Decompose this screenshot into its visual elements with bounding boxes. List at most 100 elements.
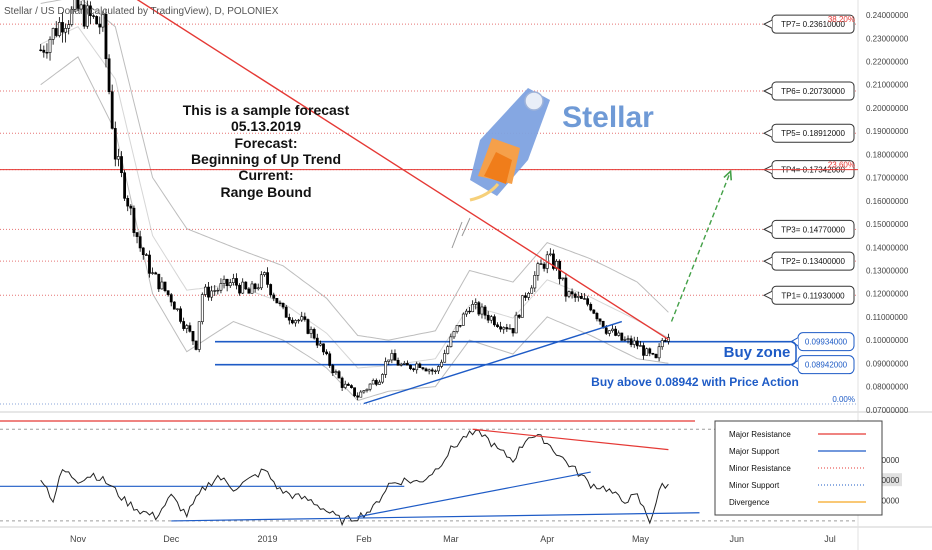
- candle: [405, 360, 409, 366]
- candle-body: [381, 374, 384, 383]
- candle: [126, 195, 130, 212]
- candle-body: [617, 332, 621, 336]
- candle: [548, 248, 552, 257]
- candle-body: [334, 371, 338, 374]
- candle-body: [129, 205, 133, 209]
- buy-zone-bracket: [789, 340, 797, 366]
- candle: [39, 44, 43, 52]
- candle: [514, 311, 518, 334]
- candle-body: [421, 367, 425, 370]
- price-tick-label: 0.22000000: [866, 58, 909, 67]
- fib-level-label: 0.00%: [832, 395, 855, 404]
- candle: [505, 323, 509, 333]
- candle-body: [151, 272, 154, 274]
- candle-body: [42, 49, 46, 53]
- candle: [235, 273, 238, 290]
- candle-body: [343, 383, 347, 388]
- candle: [427, 368, 431, 375]
- candle: [89, 1, 92, 25]
- candle: [390, 349, 394, 364]
- time-tick-label: Jun: [730, 534, 745, 544]
- target-label-text: TP2= 0.13400000: [781, 257, 845, 266]
- oscillator-tick-label: 60.00000: [866, 456, 900, 465]
- candle-body: [45, 52, 49, 54]
- candle: [660, 337, 664, 350]
- candle: [42, 45, 46, 58]
- candle: [421, 367, 425, 371]
- candle-body: [449, 336, 453, 347]
- candle: [281, 302, 285, 310]
- candle-body: [427, 369, 431, 372]
- candle-body: [163, 281, 167, 291]
- candle-body: [511, 328, 515, 334]
- candle: [231, 273, 235, 286]
- candle-body: [70, 9, 74, 25]
- candle-body: [437, 366, 440, 372]
- candle-body: [440, 361, 443, 367]
- candle-body: [263, 272, 266, 276]
- stellar-logo-text: Stellar: [562, 101, 654, 134]
- buy-zone-upper-value: 0.09934000: [805, 338, 848, 347]
- candle: [517, 314, 521, 319]
- candle-body: [589, 304, 593, 311]
- candle-body: [443, 353, 447, 363]
- candle: [275, 298, 279, 304]
- candle-body: [399, 364, 403, 366]
- candle: [110, 84, 114, 130]
- candle-body: [287, 317, 291, 321]
- candle: [67, 20, 71, 35]
- candle-body: [390, 353, 394, 361]
- candle-body: [359, 391, 363, 398]
- oscillator-support-trendline: [357, 471, 591, 518]
- candle: [188, 322, 192, 333]
- target-label-pointer: [762, 86, 773, 96]
- candle-body: [614, 328, 617, 336]
- candle: [166, 290, 170, 297]
- candle-body: [303, 316, 307, 320]
- candle: [350, 384, 353, 389]
- candle: [73, 0, 77, 12]
- candle: [306, 318, 310, 335]
- candle-body: [393, 353, 397, 361]
- price-tick-label: 0.11000000: [866, 313, 908, 322]
- candle-body: [567, 291, 571, 297]
- candle: [210, 285, 214, 301]
- candle: [179, 306, 182, 324]
- candle-body: [244, 281, 248, 290]
- candle: [104, 9, 108, 68]
- buy-zone-lower-value: 0.08942000: [805, 361, 848, 370]
- candle: [266, 267, 269, 288]
- candle: [250, 280, 254, 294]
- candle: [592, 309, 596, 315]
- candle: [396, 357, 400, 366]
- candle-body: [576, 296, 580, 298]
- target-label-1: TP1= 0.11930000: [762, 285, 855, 305]
- candle: [116, 148, 120, 167]
- candle: [424, 367, 428, 372]
- annotation-line-4: Beginning of Up Trend: [191, 151, 341, 167]
- candle-body: [73, 0, 77, 10]
- candle: [573, 292, 577, 302]
- candle-body: [654, 353, 658, 359]
- candle-body: [188, 325, 192, 332]
- candle: [465, 308, 468, 317]
- candle-body: [67, 24, 71, 29]
- candle-body: [179, 308, 182, 322]
- candle: [157, 273, 161, 292]
- candle: [309, 326, 313, 339]
- candle: [567, 290, 571, 299]
- candle-body: [496, 324, 499, 327]
- candle-body: [222, 278, 226, 284]
- candle-body: [306, 319, 310, 334]
- candle: [107, 54, 111, 95]
- candle-body: [570, 291, 574, 295]
- candle-body: [465, 310, 468, 315]
- candle-body: [148, 254, 151, 274]
- price-tick-label: 0.14000000: [866, 243, 909, 252]
- candle: [191, 330, 195, 346]
- candle: [204, 284, 207, 297]
- annotation-line-1: This is a sample forecast: [183, 102, 350, 118]
- candle-body: [396, 359, 400, 366]
- candle: [486, 311, 490, 324]
- candle-body: [648, 348, 652, 354]
